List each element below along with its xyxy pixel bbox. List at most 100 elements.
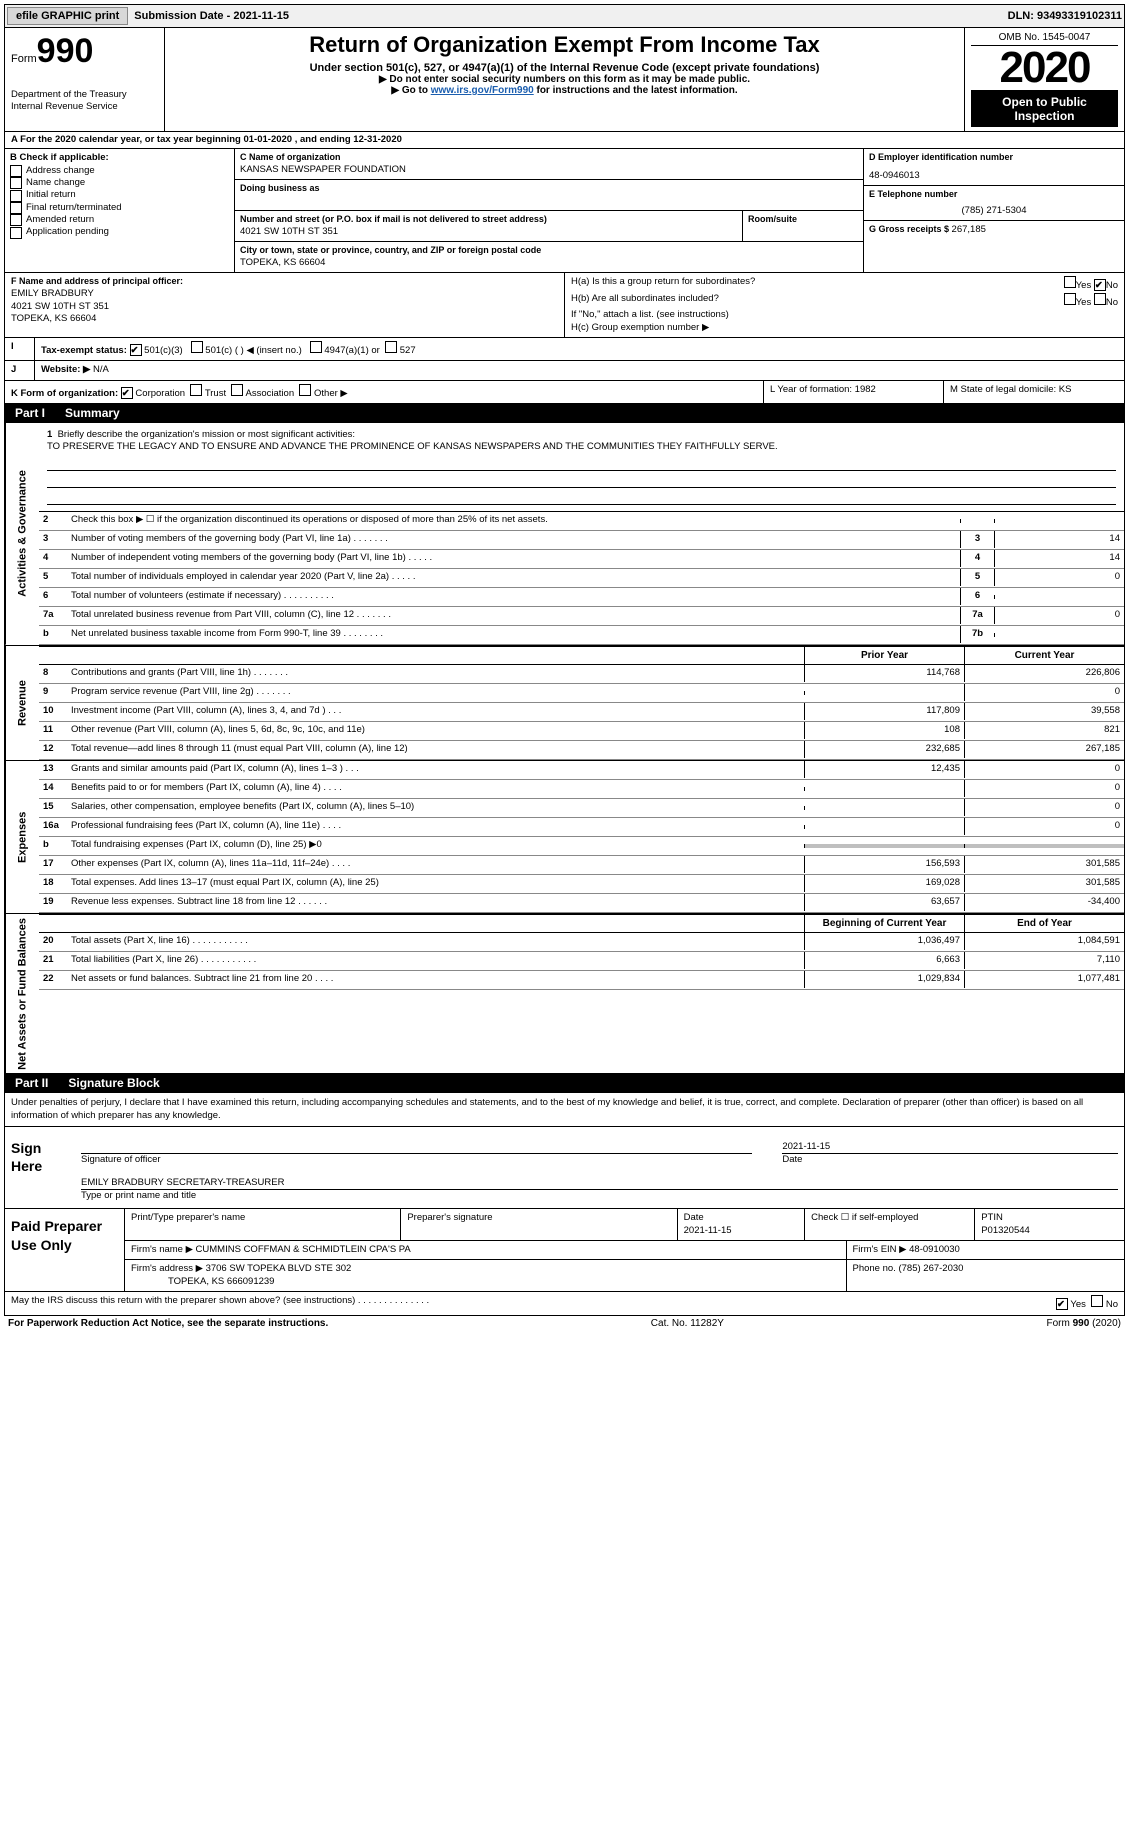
fin-row: bTotal fundraising expenses (Part IX, co… — [39, 837, 1124, 856]
instructions-link-row: ▶ Go to www.irs.gov/Form990 for instruct… — [171, 85, 958, 96]
street: 4021 SW 10TH ST 351 — [240, 226, 737, 238]
state-domicile: M State of legal domicile: KS — [944, 381, 1124, 403]
room-label: Room/suite — [748, 214, 858, 226]
side-netassets: Net Assets or Fund Balances — [5, 914, 39, 1074]
firm-phone: (785) 267-2030 — [898, 1263, 963, 1274]
ha-label: H(a) Is this a group return for subordin… — [571, 276, 755, 292]
cb-pending[interactable]: Application pending — [10, 226, 229, 238]
discuss-yes-checked: ✔ — [1056, 1298, 1068, 1310]
ein-label: D Employer identification number — [869, 152, 1119, 164]
form-title: Return of Organization Exempt From Incom… — [171, 32, 958, 58]
line2-text: Check this box ▶ ☐ if the organization d… — [67, 512, 960, 528]
phone-label: E Telephone number — [869, 189, 1119, 201]
cb-amended[interactable]: Amended return — [10, 214, 229, 226]
cb-address-change[interactable]: Address change — [10, 165, 229, 177]
fin-row: 13Grants and similar amounts paid (Part … — [39, 761, 1124, 780]
cb-final-return[interactable]: Final return/terminated — [10, 202, 229, 214]
fin-row: 21Total liabilities (Part X, line 26) . … — [39, 952, 1124, 971]
side-expenses: Expenses — [5, 761, 39, 913]
website-row: J Website: ▶ N/A — [4, 361, 1125, 380]
side-governance: Activities & Governance — [5, 423, 39, 645]
efile-print-button[interactable]: efile GRAPHIC print — [7, 7, 128, 25]
fin-row: 9Program service revenue (Part VIII, lin… — [39, 684, 1124, 703]
cb-name-change[interactable]: Name change — [10, 177, 229, 189]
gross-receipts: 267,185 — [952, 224, 986, 235]
fin-row: 8Contributions and grants (Part VIII, li… — [39, 665, 1124, 684]
instructions-link[interactable]: www.irs.gov/Form990 — [431, 85, 534, 96]
officer-city: TOPEKA, KS 66604 — [11, 313, 558, 325]
fin-row: 22Net assets or fund balances. Subtract … — [39, 971, 1124, 990]
summary-netassets: Net Assets or Fund Balances Beginning of… — [4, 914, 1125, 1075]
street-label: Number and street (or P.O. box if mail i… — [240, 214, 737, 226]
gov-row: 4Number of independent voting members of… — [39, 550, 1124, 569]
cb-initial-return[interactable]: Initial return — [10, 189, 229, 201]
firm-address1: 3706 SW TOPEKA BLVD STE 302 — [206, 1263, 352, 1274]
officer-printed-name: EMILY BRADBURY SECRETARY-TREASURER — [81, 1177, 1118, 1189]
gov-row: 6Total number of volunteers (estimate if… — [39, 588, 1124, 607]
hb-label: H(b) Are all subordinates included? — [571, 293, 719, 309]
hb-note: If "No," attach a list. (see instruction… — [571, 309, 1118, 321]
cb-corporation: ✔ — [121, 387, 133, 399]
sign-date: 2021-11-15 — [782, 1141, 1118, 1153]
officer-name: EMILY BRADBURY — [11, 288, 558, 300]
signature-of-officer: Signature of officer — [81, 1154, 752, 1166]
gov-row: bNet unrelated business taxable income f… — [39, 626, 1124, 645]
tax-status-row: I Tax-exempt status: ✔ 501(c)(3) 501(c) … — [4, 338, 1125, 361]
tax-period: A For the 2020 calendar year, or tax yea… — [4, 132, 1125, 149]
signature-block: Under penalties of perjury, I declare th… — [4, 1093, 1125, 1315]
mission-text: TO PRESERVE THE LEGACY AND TO ENSURE AND… — [47, 441, 1116, 453]
fin-row: 12Total revenue—add lines 8 through 11 (… — [39, 741, 1124, 760]
treasury-label: Department of the Treasury Internal Reve… — [11, 89, 158, 114]
submission-date: Submission Date - 2021-11-15 — [134, 10, 289, 22]
officer-street: 4021 SW 10TH ST 351 — [11, 301, 558, 313]
phone: (785) 271-5304 — [869, 205, 1119, 217]
section-b-label: B Check if applicable: — [10, 152, 229, 164]
org-form-row: K Form of organization: ✔ Corporation Tr… — [4, 381, 1125, 404]
org-name-label: C Name of organization — [240, 152, 858, 164]
sign-here-label: Sign Here — [5, 1127, 75, 1208]
open-to-public: Open to PublicInspection — [971, 91, 1118, 127]
fin-row: 11Other revenue (Part VIII, column (A), … — [39, 722, 1124, 741]
privacy-note: ▶ Do not enter social security numbers o… — [171, 74, 958, 85]
summary-governance: Activities & Governance 1 Briefly descri… — [4, 423, 1125, 646]
firm-address2: TOPEKA, KS 666091239 — [168, 1276, 275, 1287]
dln: DLN: 93493319102311 — [1008, 10, 1122, 22]
cb-501c3: ✔ — [130, 344, 142, 356]
fin-row: 15Salaries, other compensation, employee… — [39, 799, 1124, 818]
year-formation: L Year of formation: 1982 — [764, 381, 944, 403]
summary-expenses: Expenses 13Grants and similar amounts pa… — [4, 761, 1125, 914]
gross-receipts-label: G Gross receipts $ — [869, 224, 952, 234]
form-id: Form990 — [11, 32, 158, 71]
city: TOPEKA, KS 66604 — [240, 257, 858, 269]
paperwork-notice: For Paperwork Reduction Act Notice, see … — [8, 1318, 328, 1329]
officer-label: F Name and address of principal officer: — [11, 276, 558, 288]
gov-row: 5Total number of individuals employed in… — [39, 569, 1124, 588]
city-label: City or town, state or province, country… — [240, 245, 858, 257]
ein: 48-0946013 — [869, 170, 1119, 182]
part1-header: Part I Summary — [4, 404, 1125, 423]
top-toolbar: efile GRAPHIC print Submission Date - 20… — [4, 4, 1125, 28]
ptin: P01320544 — [981, 1225, 1030, 1236]
paid-preparer-label: Paid Preparer Use Only — [5, 1209, 125, 1291]
tax-year: 2020 — [971, 46, 1118, 91]
form-footer: Form 990 (2020) — [1047, 1318, 1121, 1329]
firm-ein: 48-0910030 — [909, 1244, 960, 1255]
ha-no-checked: ✔ — [1094, 279, 1106, 291]
perjury-declaration: Under penalties of perjury, I declare th… — [5, 1093, 1124, 1127]
catalog-number: Cat. No. 11282Y — [651, 1318, 724, 1329]
dba-label: Doing business as — [240, 183, 858, 195]
fin-row: 18Total expenses. Add lines 13–17 (must … — [39, 875, 1124, 894]
fin-row: 19Revenue less expenses. Subtract line 1… — [39, 894, 1124, 913]
firm-name: CUMMINS COFFMAN & SCHMIDTLEIN CPA'S PA — [196, 1244, 411, 1255]
form-header: Form990 Department of the Treasury Inter… — [4, 28, 1125, 132]
summary-revenue: Revenue Prior YearCurrent Year 8Contribu… — [4, 646, 1125, 761]
preparer-date: 2021-11-15 — [684, 1225, 732, 1236]
hc-label: H(c) Group exemption number ▶ — [571, 322, 1118, 334]
fin-row: 20Total assets (Part X, line 16) . . . .… — [39, 933, 1124, 952]
gov-row: 3Number of voting members of the governi… — [39, 531, 1124, 550]
gov-row: 7aTotal unrelated business revenue from … — [39, 607, 1124, 626]
part2-header: Part II Signature Block — [4, 1074, 1125, 1093]
discuss-question: May the IRS discuss this return with the… — [11, 1295, 429, 1311]
fin-row: 10Investment income (Part VIII, column (… — [39, 703, 1124, 722]
fin-row: 17Other expenses (Part IX, column (A), l… — [39, 856, 1124, 875]
